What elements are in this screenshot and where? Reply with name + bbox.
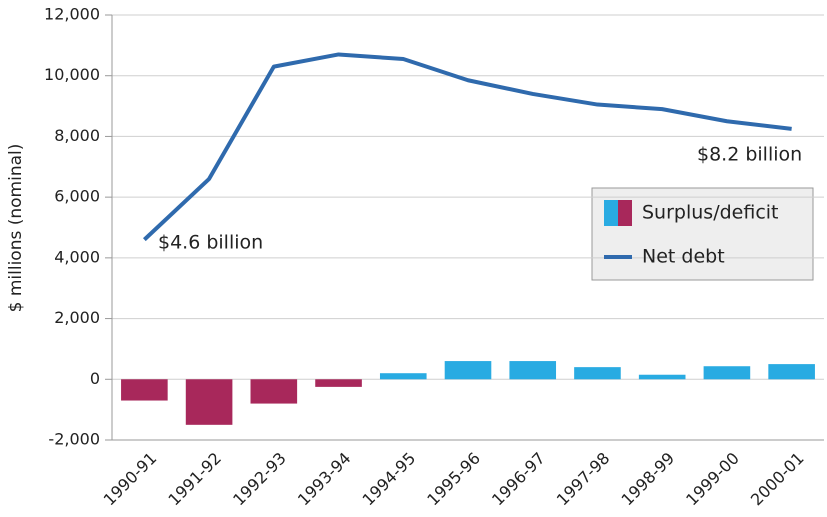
line xyxy=(142,52,792,242)
y-tick-label: 0 xyxy=(90,369,100,388)
x-tick-label: 1999-00 xyxy=(682,449,743,510)
x-tick-label: 2000-01 xyxy=(747,449,808,510)
legend-label: Surplus/deficit xyxy=(642,202,779,224)
legend-swatch xyxy=(618,200,632,226)
legend-swatch xyxy=(604,200,618,226)
annotation: $4.6 billion xyxy=(158,232,263,254)
y-tick-label: 2,000 xyxy=(54,308,100,327)
y-tick-label: 8,000 xyxy=(54,126,100,145)
x-tick-label: 1997-98 xyxy=(553,449,614,510)
bar xyxy=(638,374,686,380)
bar xyxy=(250,379,298,404)
bar xyxy=(185,379,233,425)
bar xyxy=(768,364,815,380)
x-tick-label: 1998-99 xyxy=(617,449,678,510)
y-tick-label: 6,000 xyxy=(54,187,100,206)
y-axis-label: $ millions (nominal) xyxy=(6,144,26,313)
bar xyxy=(315,379,362,387)
x-tick-label: 1995-96 xyxy=(423,449,484,510)
bar xyxy=(379,373,427,380)
bar xyxy=(444,361,492,380)
bar xyxy=(574,367,621,380)
x-tick-label: 1991-92 xyxy=(164,449,225,510)
bar xyxy=(509,361,557,380)
y-tick-label: 10,000 xyxy=(44,65,100,84)
annotation: $8.2 billion xyxy=(697,144,802,166)
x-tick-label: 1990-91 xyxy=(100,449,161,510)
x-tick-label: 1996-97 xyxy=(488,449,549,510)
y-tick-label: -2,000 xyxy=(48,430,100,449)
legend-label: Net debt xyxy=(642,246,725,268)
y-tick-label: 12,000 xyxy=(44,5,100,24)
x-tick-label: 1994-95 xyxy=(359,449,420,510)
x-tick-label: 1992-93 xyxy=(229,449,290,510)
bar xyxy=(703,366,751,380)
bar xyxy=(121,379,168,401)
y-tick-label: 4,000 xyxy=(54,247,100,266)
x-tick-label: 1993-94 xyxy=(294,449,355,510)
